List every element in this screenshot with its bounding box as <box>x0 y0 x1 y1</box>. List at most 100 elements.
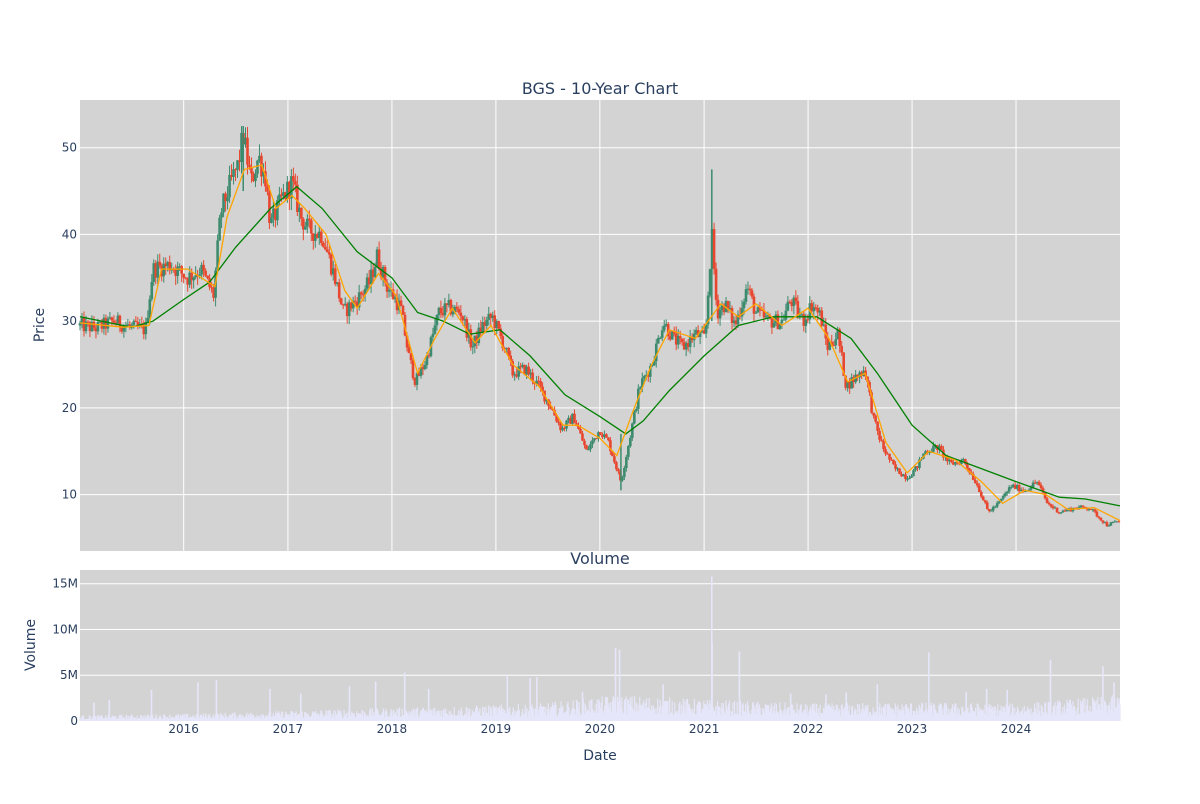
volume-bar <box>350 715 352 721</box>
price-candle-up <box>633 410 636 424</box>
volume-bar <box>131 714 133 721</box>
volume-bar <box>531 704 533 721</box>
price-candle-down <box>439 307 443 313</box>
volume-bar <box>117 718 119 721</box>
price-candle-down <box>956 462 959 464</box>
volume-bar <box>586 711 588 721</box>
volume-bar <box>821 712 823 721</box>
price-candle-up <box>220 212 223 218</box>
volume-bar <box>1072 700 1074 721</box>
volume-bar <box>143 719 145 721</box>
volume-bar <box>456 715 458 721</box>
volume-bar <box>698 701 701 721</box>
volume-bar <box>641 704 643 721</box>
volume-bar <box>1108 704 1110 721</box>
volume-bar <box>767 704 769 721</box>
volume-bar <box>260 718 262 721</box>
volume-bar <box>193 715 195 721</box>
volume-bar <box>477 711 479 721</box>
price-candle-down <box>527 366 530 375</box>
price-candle-down <box>1063 510 1067 512</box>
volume-bar <box>193 717 196 721</box>
volume-bar <box>1010 715 1012 721</box>
volume-bar <box>482 711 484 721</box>
volume-bar <box>862 703 864 721</box>
volume-bar <box>806 705 808 721</box>
price-candle-down <box>349 302 353 309</box>
price-candle-down <box>884 449 887 454</box>
volume-bar <box>299 713 301 721</box>
volume-bar <box>494 707 496 721</box>
price-candle-down <box>806 319 810 321</box>
volume-bar <box>607 705 609 721</box>
volume-bar <box>282 718 284 721</box>
volume-bar <box>175 715 177 721</box>
volume-bar <box>871 715 873 721</box>
price-candle-up <box>178 266 181 268</box>
price-candle-down <box>987 508 991 512</box>
volume-bar <box>377 711 379 721</box>
volume-bar <box>1074 706 1076 721</box>
volume-bar <box>338 711 340 721</box>
volume-bar <box>640 706 643 721</box>
volume-bar <box>924 710 926 721</box>
volume-spike-bar <box>618 649 621 721</box>
volume-bar <box>598 701 601 721</box>
price-candle-down <box>1089 508 1093 510</box>
volume-bar <box>792 710 795 721</box>
volume-bar <box>712 707 714 721</box>
volume-bar <box>835 704 837 721</box>
price-candle-up <box>704 324 708 334</box>
date-x-tick-label: 2017 <box>273 722 304 736</box>
volume-bar <box>118 715 120 721</box>
volume-bar <box>1021 708 1024 721</box>
volume-bar <box>181 716 183 721</box>
volume-spike-bar <box>965 691 967 721</box>
volume-bar <box>397 716 399 721</box>
volume-bar <box>187 718 190 721</box>
volume-bar <box>649 708 651 721</box>
volume-bar <box>827 705 829 721</box>
volume-bar <box>231 712 233 721</box>
volume-bar <box>320 710 322 721</box>
volume-bar <box>189 716 191 721</box>
volume-bar <box>164 716 167 721</box>
price-candle-down <box>493 315 497 329</box>
price-candle-up <box>290 176 293 199</box>
volume-bar <box>133 718 135 721</box>
volume-bar <box>573 708 575 721</box>
volume-bar <box>745 703 747 721</box>
price-candle-down <box>539 380 542 387</box>
price-candle-down <box>421 367 425 370</box>
volume-bar <box>775 713 777 721</box>
volume-bar <box>612 696 614 721</box>
volume-bar <box>155 714 157 721</box>
volume-bar <box>90 719 92 721</box>
volume-bar <box>970 703 972 721</box>
volume-bar <box>622 713 625 721</box>
volume-bar <box>344 715 346 721</box>
volume-bar <box>834 709 837 721</box>
volume-bar <box>610 702 612 721</box>
price-candle-down <box>615 462 618 470</box>
volume-bar <box>539 706 541 721</box>
volume-bar <box>997 704 999 721</box>
volume-bar <box>828 705 831 721</box>
chart-title: BGS - 10-Year Chart <box>522 79 678 98</box>
volume-bar <box>692 713 695 721</box>
price-candle-up <box>676 335 680 345</box>
volume-bar <box>525 711 527 721</box>
price-candle-down <box>333 268 337 285</box>
price-candle-down <box>1057 512 1061 514</box>
volume-bar <box>731 712 733 721</box>
volume-bar <box>1045 703 1047 721</box>
volume-bar <box>128 718 131 721</box>
volume-bar <box>564 712 566 721</box>
price-candle-up <box>772 323 776 328</box>
volume-bar <box>996 709 998 721</box>
volume-bar <box>886 704 889 721</box>
volume-bar <box>632 708 634 721</box>
volume-bar <box>313 712 315 721</box>
volume-bar <box>603 710 605 721</box>
volume-bar <box>166 716 168 721</box>
